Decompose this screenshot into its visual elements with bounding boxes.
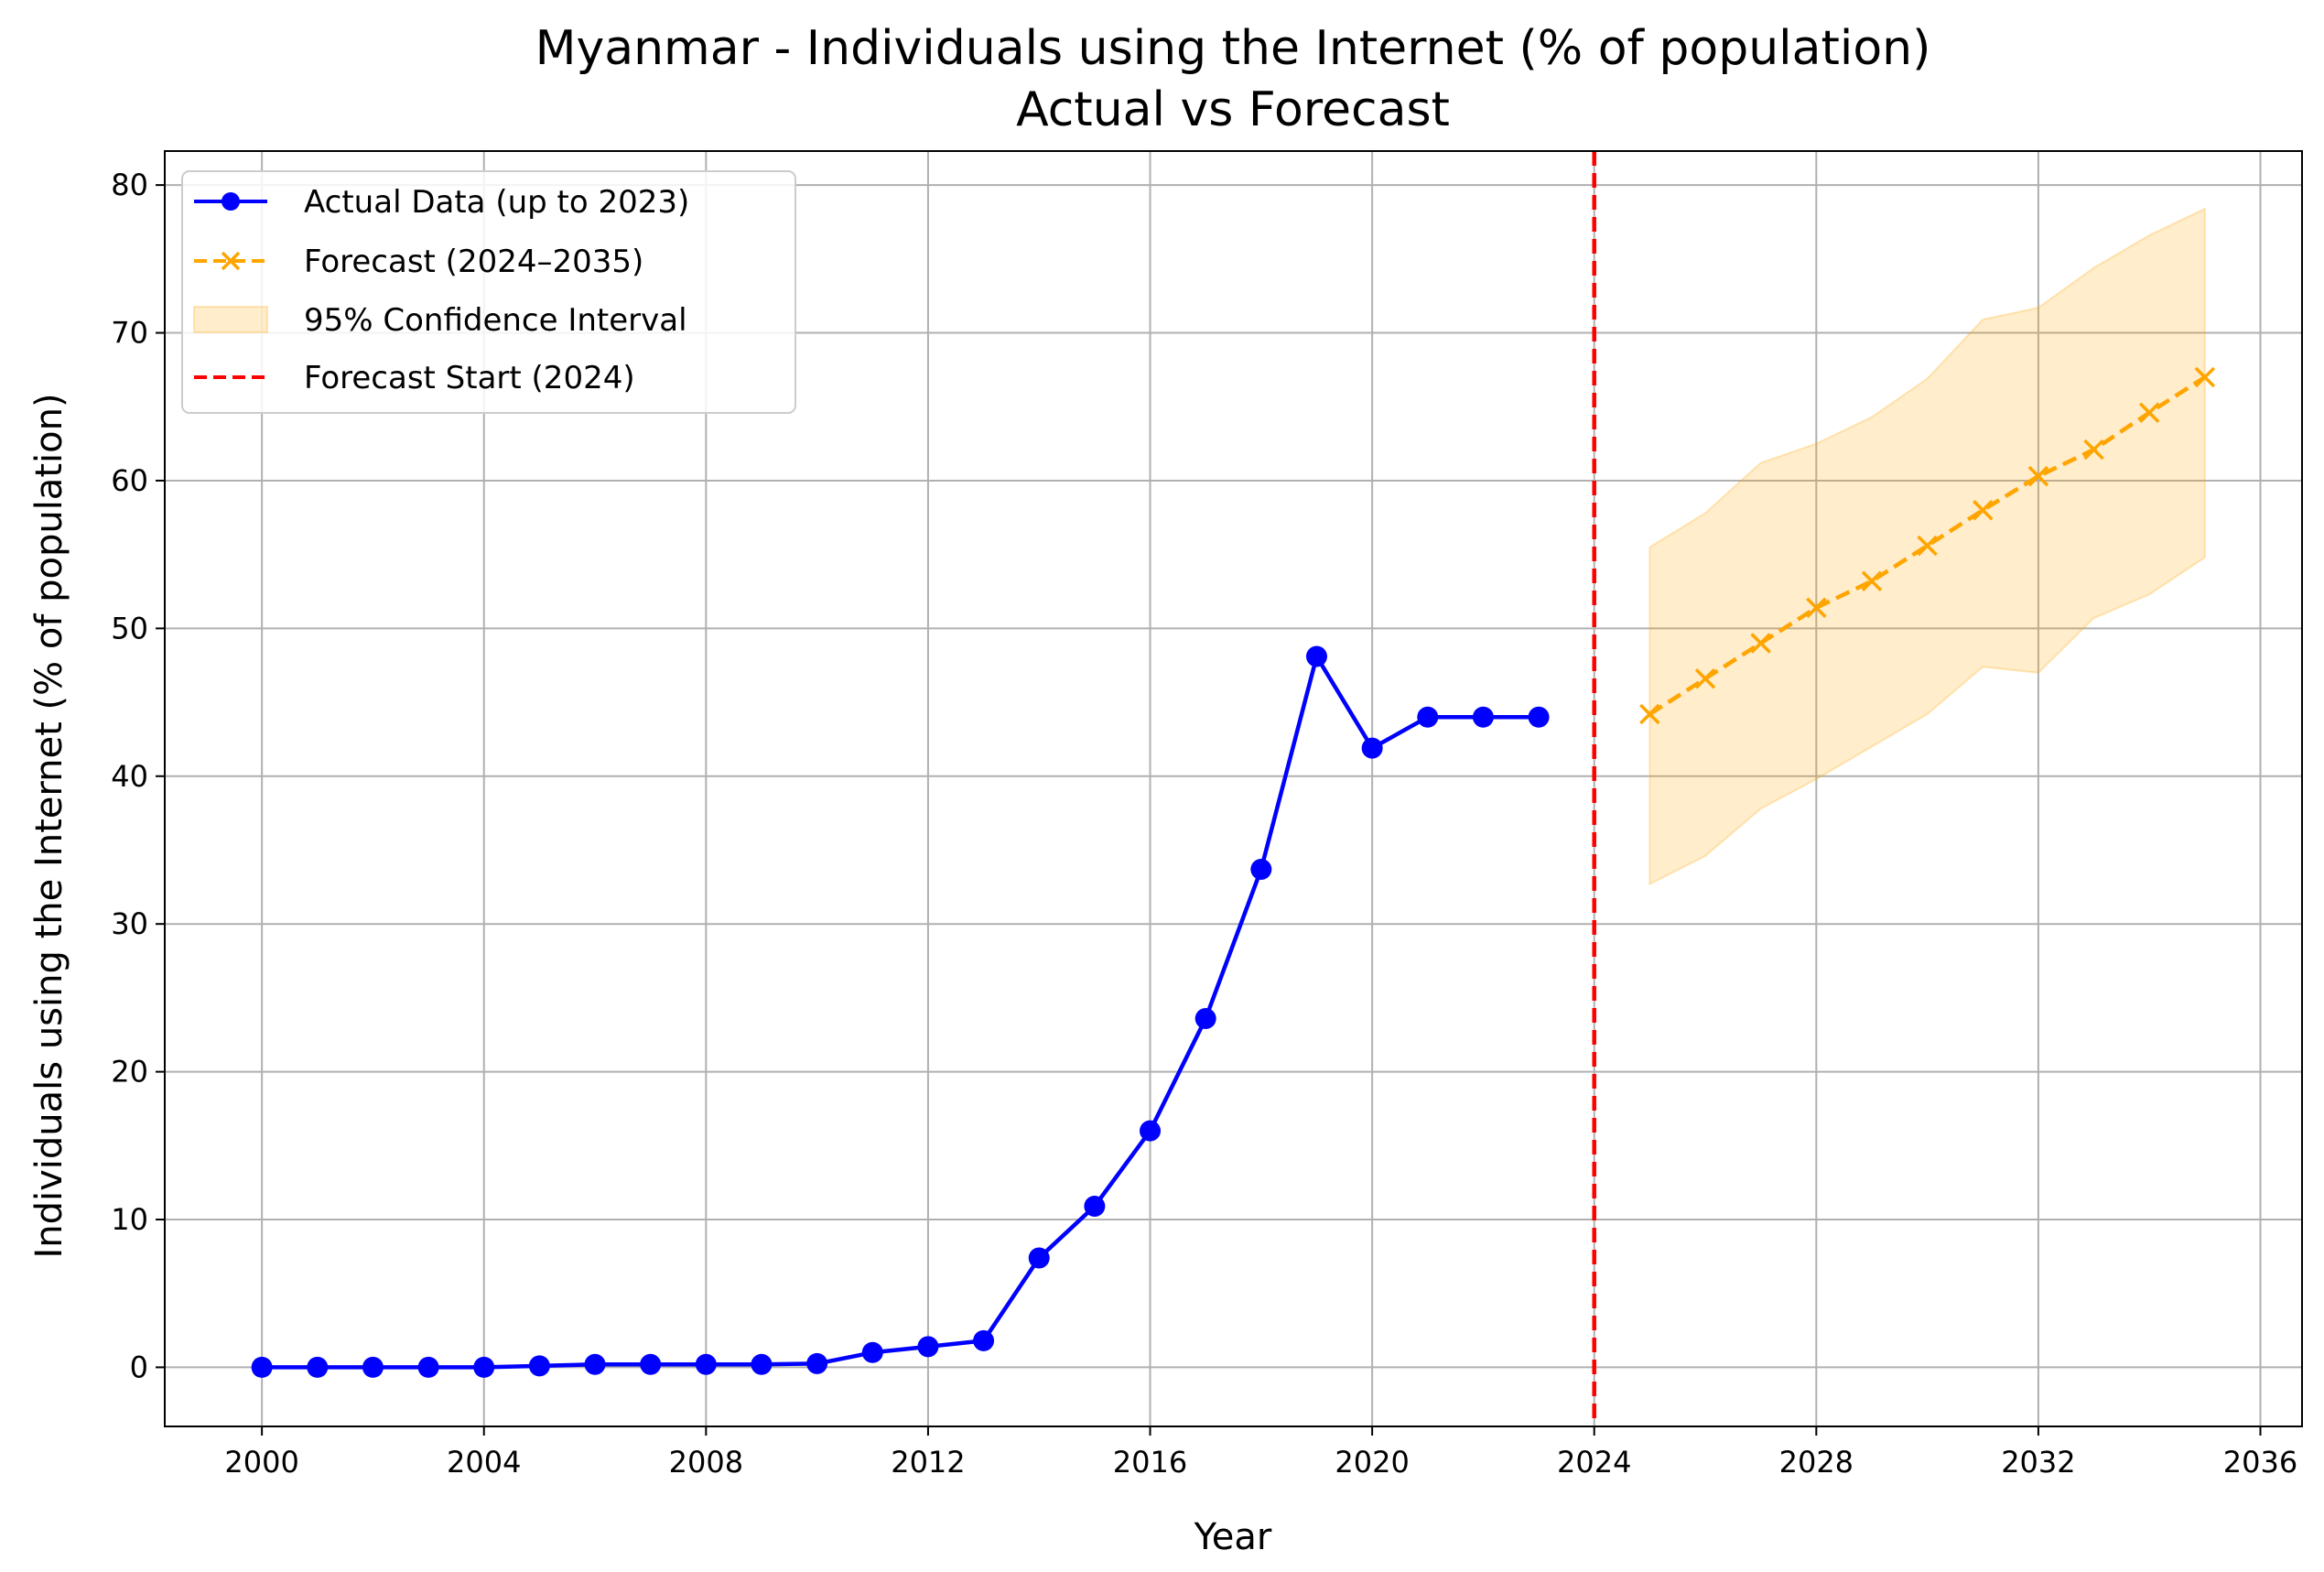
legend-entry-forecast: Forecast (2024–2035) <box>194 244 643 280</box>
x-tick-label: 2024 <box>1557 1445 1631 1480</box>
data-point <box>362 1356 384 1378</box>
legend-label-actual: Actual Data (up to 2023) <box>304 184 689 221</box>
data-point <box>1250 858 1272 880</box>
data-point <box>1361 737 1383 759</box>
y-axis-ticks: 0 10 20 30 40 50 60 70 80 <box>111 168 165 1384</box>
data-point <box>806 1352 828 1374</box>
plot-border <box>164 150 2303 1427</box>
x-tick-label: 2028 <box>1779 1445 1854 1480</box>
data-point <box>417 1356 439 1378</box>
y-tick-label: 30 <box>111 906 148 941</box>
x-tick-label: 2004 <box>447 1445 521 1480</box>
data-point <box>584 1353 606 1375</box>
data-point <box>1639 703 1660 725</box>
data-point <box>1973 499 1994 521</box>
data-point <box>1140 1120 1162 1142</box>
data-point <box>1917 535 1938 557</box>
data-point <box>2194 366 2216 388</box>
series-line <box>1648 375 2207 716</box>
plot-frame <box>164 150 2303 1427</box>
legend-entry-ci: 95% Confidence Interval <box>193 302 687 339</box>
x-tick-label: 2016 <box>1113 1445 1187 1480</box>
legend-label-vline: Forecast Start (2024) <box>304 360 635 396</box>
data-point <box>1694 668 1716 689</box>
x-axis-label: Year <box>1194 1516 1272 1558</box>
legend-entry-actual: Actual Data (up to 2023) <box>194 184 689 221</box>
data-point <box>1750 633 1771 654</box>
data-point <box>1417 706 1439 728</box>
x-axis-ticks: 2000 2004 2008 2012 2016 2020 2024 2028 2032 2036 <box>224 1426 2297 1480</box>
chart-subtitle: Actual vs Forecast <box>1016 82 1450 137</box>
data-point <box>861 1341 883 1363</box>
data-point <box>1084 1195 1106 1217</box>
y-tick-label: 20 <box>111 1055 148 1090</box>
y-tick-label: 40 <box>111 759 148 794</box>
data-point <box>1305 645 1327 667</box>
data-series <box>251 366 2216 1378</box>
y-tick-label: 60 <box>111 463 148 498</box>
legend-label-forecast: Forecast (2024–2035) <box>304 244 643 280</box>
legend-entry-vline: Forecast Start (2024) <box>194 360 635 396</box>
x-tick-label: 2012 <box>891 1445 965 1480</box>
x-tick-label: 2020 <box>1335 1445 1409 1480</box>
data-point <box>1194 1007 1216 1029</box>
series-forecast <box>1639 366 2216 725</box>
legend-swatch-ci <box>193 306 268 333</box>
x-tick-label: 2000 <box>224 1445 298 1480</box>
y-axis-label: Individuals using the Internet (% of pop… <box>28 393 70 1258</box>
data-point <box>751 1353 773 1375</box>
data-point <box>973 1329 995 1351</box>
legend-swatch-actual-marker <box>222 192 240 211</box>
y-tick-label: 10 <box>111 1202 148 1237</box>
legend-label-ci: 95% Confidence Interval <box>304 302 687 339</box>
y-tick-label: 50 <box>111 611 148 645</box>
legend-swatch-forecast-marker <box>221 251 241 271</box>
data-point <box>917 1336 939 1358</box>
chart-title: Myanmar - Individuals using the Internet… <box>535 21 1931 76</box>
legend: Actual Data (up to 2023) Forecast (2024–… <box>181 170 796 414</box>
data-point <box>1028 1247 1050 1269</box>
x-tick-label: 2036 <box>2223 1445 2297 1480</box>
x-tick-label: 2008 <box>669 1445 743 1480</box>
data-point <box>2083 439 2104 461</box>
data-point <box>1806 597 1827 619</box>
x-tick-label: 2032 <box>2001 1445 2075 1480</box>
data-point <box>528 1355 550 1377</box>
series-actual <box>251 645 1550 1378</box>
data-point <box>1861 570 1883 591</box>
y-tick-label: 80 <box>111 168 148 202</box>
y-tick-label: 70 <box>111 316 148 351</box>
data-point <box>307 1356 329 1378</box>
data-point <box>640 1353 662 1375</box>
data-point <box>251 1356 273 1378</box>
data-point <box>473 1356 495 1378</box>
data-point <box>1472 706 1494 728</box>
data-point <box>1528 706 1550 728</box>
data-point <box>2138 402 2160 423</box>
y-tick-label: 0 <box>130 1350 148 1384</box>
data-point <box>2027 465 2049 487</box>
legend-box <box>181 170 796 414</box>
data-point <box>695 1353 717 1375</box>
